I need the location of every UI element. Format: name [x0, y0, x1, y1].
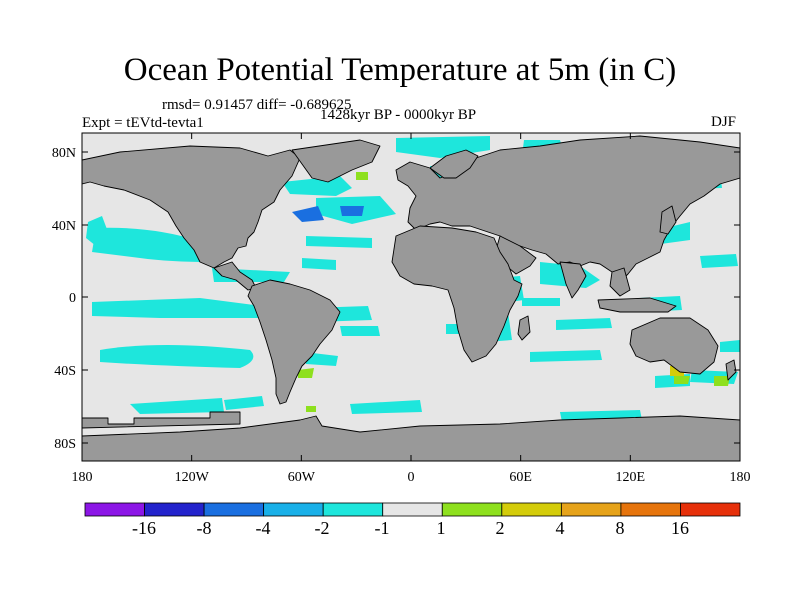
- southern-shelf-grid: [82, 411, 241, 429]
- land-layer: [82, 135, 740, 461]
- colorbar-box: [322, 502, 384, 517]
- lat-label-80s: 80S: [54, 437, 76, 452]
- north-america: [82, 145, 301, 269]
- madagascar: [517, 315, 531, 341]
- colorbar-label: 16: [671, 518, 689, 538]
- colorbar-box: [203, 502, 265, 517]
- colorbar-label: -16: [132, 518, 156, 538]
- colorbar-label: -4: [256, 518, 271, 538]
- africa: [391, 225, 523, 363]
- colorbar-box: [620, 502, 681, 517]
- colorbar-box: [263, 502, 324, 517]
- map-area: [82, 133, 740, 461]
- southeast-asia: [609, 267, 631, 297]
- lon-label-60e: 60E: [509, 470, 532, 485]
- lon-label-120e: 120E: [616, 470, 646, 485]
- colorbar: [84, 502, 741, 517]
- india: [559, 261, 587, 299]
- antarctica: [82, 415, 740, 461]
- colorbar-box: [680, 502, 741, 517]
- colorbar-label: -2: [315, 518, 330, 538]
- colorbar-box: [560, 502, 622, 517]
- colorbar-box: [501, 502, 562, 517]
- greenland: [291, 139, 381, 183]
- colorbar-label: 2: [496, 518, 505, 538]
- season-label: DJF: [711, 114, 737, 130]
- lat-label-0: 0: [69, 291, 76, 306]
- axis-ticks: [81, 133, 741, 461]
- lon-label-0: 0: [408, 470, 415, 485]
- south-america: [247, 279, 341, 405]
- lat-label-40s: 40S: [54, 364, 76, 379]
- colorbar-label: -8: [197, 518, 212, 538]
- stats-label: rmsd= 0.91457 diff= -0.689625: [162, 97, 352, 113]
- experiment-label: Expt = tEVtd-tevta1: [82, 115, 204, 131]
- lon-label-60w: 60W: [288, 470, 316, 485]
- japan: [659, 205, 677, 235]
- colorbar-box: [441, 502, 503, 517]
- plot-title: Ocean Potential Temperature at 5m (in C): [123, 52, 677, 88]
- lat-label-40n: 40N: [52, 219, 76, 234]
- lon-label-180w: 180: [72, 470, 93, 485]
- lon-label-180e: 180: [730, 470, 751, 485]
- australia: [629, 317, 719, 375]
- period-label: 1428kyr BP - 0000kyr BP: [320, 107, 477, 123]
- scandinavia: [429, 149, 479, 179]
- colorbar-label: 8: [616, 518, 625, 538]
- colorbar-box: [84, 502, 145, 517]
- new-zealand: [725, 359, 737, 381]
- colorbar-labels: -16 -8 -4 -2 -1 1 2 4 8 16: [132, 518, 689, 538]
- lat-label-80n: 80N: [52, 146, 76, 161]
- colorbar-label: 1: [437, 518, 446, 538]
- colorbar-box: [382, 502, 443, 517]
- colorbar-box: [144, 502, 205, 517]
- lon-label-120w: 120W: [175, 470, 210, 485]
- colorbar-label: 4: [556, 518, 565, 538]
- colorbar-label: -1: [375, 518, 390, 538]
- indonesia: [597, 297, 677, 313]
